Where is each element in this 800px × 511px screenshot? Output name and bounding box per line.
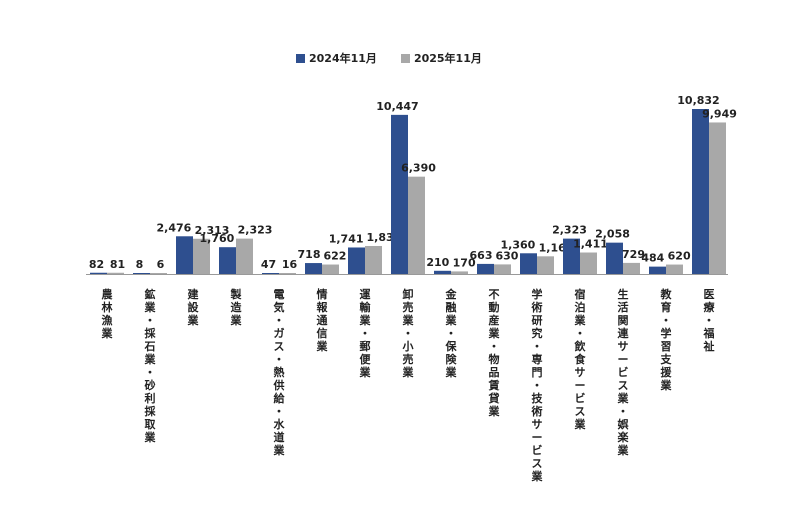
category-label-2: 建設業 bbox=[187, 287, 200, 327]
category-label-7: 卸売業・小売業 bbox=[402, 287, 415, 379]
bar-2025-8 bbox=[451, 271, 468, 274]
value-label-2025-4: 16 bbox=[282, 258, 298, 271]
bar-2024-1 bbox=[133, 273, 150, 274]
bar-2024-4 bbox=[262, 273, 279, 274]
bar-2024-10 bbox=[520, 253, 537, 274]
category-label-5: 情報通信業 bbox=[316, 287, 329, 353]
value-label-2024-7: 10,447 bbox=[376, 100, 418, 113]
bar-2025-10 bbox=[537, 256, 554, 274]
category-label-1: 鉱業・採石業・砂利採取業 bbox=[144, 287, 157, 444]
value-label-2024-9: 663 bbox=[470, 249, 493, 262]
value-label-2024-13: 484 bbox=[641, 252, 664, 265]
value-label-2024-5: 718 bbox=[298, 248, 321, 261]
category-label-10: 学術研究・専門・技術サービス業 bbox=[531, 287, 544, 483]
category-label-12: 生活関連サービス業・娯楽業 bbox=[617, 287, 630, 457]
bar-2025-3 bbox=[236, 238, 253, 274]
category-label-4: 電気・ガス・熱供給・水道業 bbox=[273, 288, 286, 457]
value-label-2024-14: 10,832 bbox=[677, 94, 719, 107]
value-label-2025-3: 2,323 bbox=[238, 224, 273, 237]
category-label-14: 医療・福祉 bbox=[703, 288, 716, 353]
value-label-2025-0: 81 bbox=[110, 258, 125, 271]
bar-2024-3 bbox=[219, 247, 236, 274]
bar-2024-11 bbox=[563, 238, 580, 274]
bar-2025-1 bbox=[150, 273, 167, 274]
value-label-2024-0: 82 bbox=[89, 258, 104, 271]
bar-2024-7 bbox=[391, 114, 408, 275]
bar-2025-7 bbox=[408, 176, 425, 274]
value-label-2025-7: 6,390 bbox=[401, 162, 436, 175]
legend-swatch-2024 bbox=[296, 53, 305, 63]
value-label-2025-1: 6 bbox=[157, 258, 165, 271]
category-label-3: 製造業 bbox=[230, 287, 243, 327]
bar-2024-14 bbox=[692, 109, 709, 274]
value-label-2024-4: 47 bbox=[261, 258, 276, 271]
value-label-2025-11: 1,411 bbox=[573, 238, 608, 251]
bar-2025-0 bbox=[107, 272, 124, 274]
value-label-2024-6: 1,741 bbox=[329, 232, 364, 245]
category-label-6: 運輸業・郵便業 bbox=[359, 288, 372, 379]
value-label-2024-12: 2,058 bbox=[595, 228, 630, 241]
legend-item-2025: 2025年11月 bbox=[400, 50, 482, 66]
bar-2025-13 bbox=[666, 264, 683, 274]
value-label-2025-14: 9,949 bbox=[702, 107, 737, 120]
value-label-2025-9: 630 bbox=[496, 249, 519, 262]
legend-item-2024: 2024年11月 bbox=[296, 50, 377, 66]
bar-2025-11 bbox=[580, 252, 597, 274]
value-label-2025-5: 622 bbox=[324, 250, 347, 263]
value-label-2024-2: 2,476 bbox=[157, 221, 192, 234]
value-label-2024-10: 1,360 bbox=[501, 238, 536, 251]
bar-2025-12 bbox=[623, 262, 640, 274]
bar-2025-6 bbox=[365, 245, 382, 274]
chart-legend: 2024年11月 2025年11月 bbox=[296, 50, 482, 66]
value-label-2024-11: 2,323 bbox=[552, 224, 587, 237]
legend-label-2024: 2024年11月 bbox=[309, 52, 377, 65]
value-label-2025-13: 620 bbox=[668, 250, 691, 263]
bar-2024-12 bbox=[606, 242, 623, 274]
bar-2025-2 bbox=[193, 238, 210, 274]
bar-2024-13 bbox=[649, 266, 666, 274]
bar-2024-6 bbox=[348, 247, 365, 274]
bar-2025-4 bbox=[279, 273, 296, 274]
bar-2024-5 bbox=[305, 263, 322, 274]
bar-2025-5 bbox=[322, 264, 339, 274]
bar-2024-0 bbox=[90, 272, 107, 274]
bar-2024-2 bbox=[176, 236, 193, 274]
category-label-0: 農林漁業 bbox=[101, 287, 114, 340]
legend-label-2025: 2025年11月 bbox=[413, 52, 482, 65]
category-label-13: 教育・学習支援業 bbox=[660, 287, 673, 392]
value-label-2025-8: 170 bbox=[453, 256, 476, 269]
legend-swatch-2025 bbox=[400, 53, 410, 63]
bar-2024-9 bbox=[477, 263, 494, 274]
value-label-2024-1: 8 bbox=[136, 258, 144, 271]
category-label-11: 宿泊業・飲食サービス業 bbox=[574, 287, 587, 431]
value-label-2025-2: 2,313 bbox=[195, 224, 230, 237]
bar-2024-8 bbox=[434, 270, 451, 274]
category-label-9: 不動産業・物品賃貸業 bbox=[488, 288, 501, 418]
value-label-2024-8: 210 bbox=[426, 256, 449, 269]
category-label-8: 金融業・保険業 bbox=[445, 287, 458, 379]
value-label-2024-3: 1,760 bbox=[200, 232, 235, 245]
bar-2025-14 bbox=[709, 122, 726, 274]
bar-2025-9 bbox=[494, 264, 511, 274]
value-label-2025-12: 729 bbox=[622, 248, 645, 261]
